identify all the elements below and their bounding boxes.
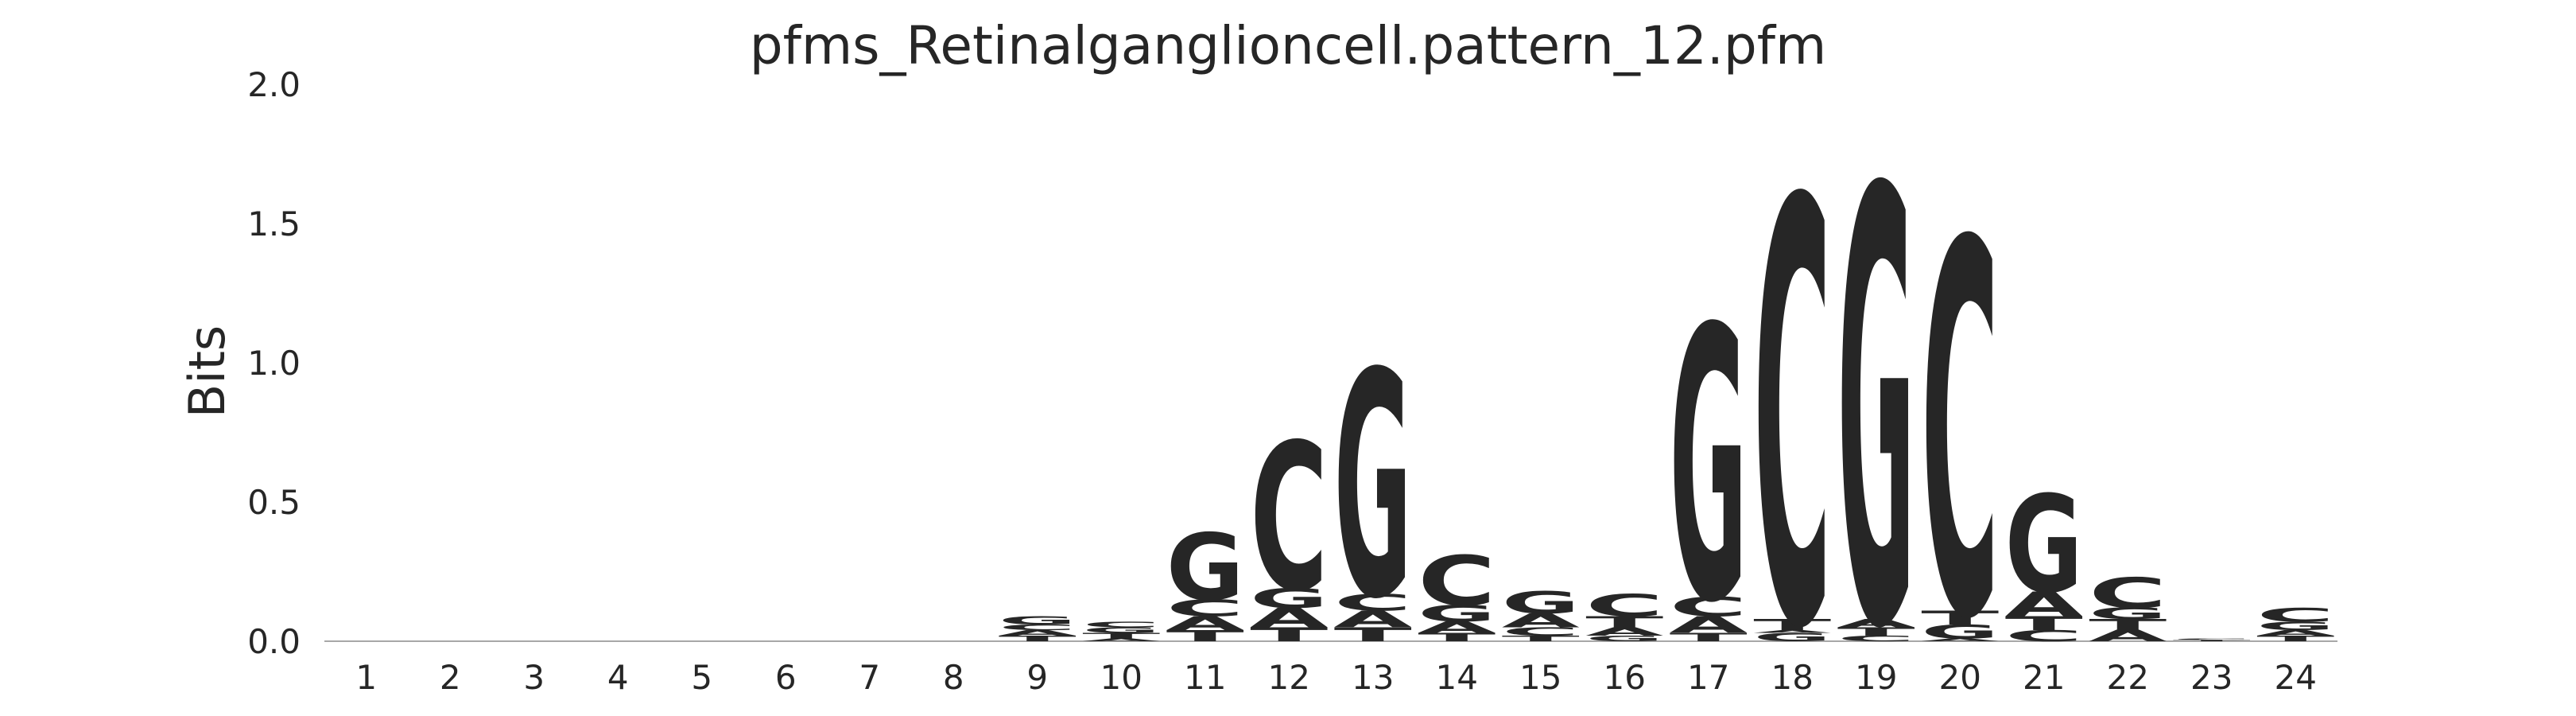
logo-letter-A: A [1837, 617, 1915, 630]
logo-letter-A: A [2256, 628, 2335, 637]
logo-letter-C: C [999, 623, 1077, 632]
y-tick-label: 1.0 [247, 344, 301, 383]
x-tick-label: 12 [1268, 658, 1310, 697]
logo-letter-G: G [1082, 626, 1160, 635]
x-tick-label: 15 [1519, 658, 1562, 697]
logo-letter-T: T [1502, 634, 1580, 643]
chart-title: pfms_Retinalganglioncell.pattern_12.pfm [750, 15, 1827, 76]
logo-letter-T: T [2173, 640, 2251, 642]
x-tick-label: 4 [607, 658, 629, 697]
logo-letter-A: A [1502, 609, 1581, 632]
x-tick-label: 21 [2023, 658, 2065, 697]
logo-letter-A: A [2089, 627, 2167, 644]
logo-letter-T: T [2005, 613, 2083, 635]
logo-letter-A: A [1418, 619, 1496, 636]
logo-letter-T: T [1334, 624, 1412, 646]
logo-letter-A: A [999, 628, 1077, 637]
logo-letter-G: G [1837, 68, 1915, 716]
logo-letter-G: G [1585, 634, 1663, 643]
logo-letter-A: A [2005, 585, 2083, 625]
logo-letter-T: T [1670, 631, 1748, 644]
x-tick-label: 24 [2275, 658, 2317, 697]
logo-letter-C: C [1921, 137, 1999, 716]
logo-letter-C: C [1250, 401, 1328, 636]
logo-letter-T: T [1753, 616, 1831, 633]
x-tick-label: 14 [1436, 658, 1478, 697]
logo-letter-G: G [1502, 586, 1580, 621]
logo-letter-C: C [1166, 595, 1244, 622]
logo-letter-T: T [999, 634, 1077, 643]
y-axis-ticks: 0.0 0.5 1.0 1.5 2.0 [247, 65, 301, 661]
logo-letter-A: A [1166, 613, 1245, 635]
logo-letter-C: C [1837, 634, 1915, 643]
logo-letter-C: C [1334, 590, 1412, 617]
x-tick-label: 9 [1026, 658, 1048, 697]
logo-letter-C: C [2256, 604, 2334, 626]
logo-letter-G: G [1418, 601, 1496, 627]
logo-letter-T: T [1921, 607, 1999, 629]
x-tick-label: 10 [1100, 658, 1143, 697]
logo-letter-A: A [1082, 638, 1160, 643]
logo-letter-T: T [1837, 625, 1916, 639]
x-tick-label: 23 [2190, 658, 2233, 697]
x-tick-label: 3 [523, 658, 545, 697]
logo-letter-G: G [2256, 620, 2334, 633]
logo-letter-T: T [1166, 627, 1244, 644]
logo-letter-T: T [2089, 616, 2167, 633]
x-tick-label: 11 [1184, 658, 1226, 697]
logo-letter-G: G [999, 614, 1077, 628]
y-tick-label: 0.5 [247, 483, 301, 522]
logo-letter-C: C [2005, 627, 2083, 644]
logo-letter-A: A [1585, 625, 1663, 639]
logo-letter-T: T [1250, 624, 1328, 646]
logo-letter-A: A [1670, 612, 1748, 638]
y-axis-label: Bits [178, 325, 236, 418]
x-tick-label: 22 [2107, 658, 2149, 697]
logo-letter-G: G [1250, 583, 1328, 614]
logo-letter-T: T [1418, 631, 1496, 644]
x-tick-label: 5 [691, 658, 712, 697]
x-tick-label: 17 [1687, 658, 1729, 697]
logo-letter-G: G [1334, 307, 1412, 667]
logo-letter-C: C [1753, 81, 1831, 716]
logo-letter-T: T [1585, 613, 1663, 631]
logo-letter-G: G [2089, 605, 2167, 623]
x-tick-label: 8 [943, 658, 964, 697]
x-axis-ticks: 1 2 3 4 5 6 7 8 9 10 11 12 13 14 15 16 17 18 19 20 21 22 23 24 [355, 658, 2317, 697]
logo-letter-C: C [1670, 592, 1748, 623]
logo-letter-C: C [1418, 542, 1496, 621]
logo-letter-T: T [2256, 634, 2334, 643]
x-tick-label: 6 [775, 658, 797, 697]
x-tick-label: 1 [355, 658, 377, 697]
y-tick-label: 2.0 [247, 65, 301, 104]
x-tick-label: 20 [1939, 658, 1981, 697]
logo-letter-A: A [1753, 629, 1831, 634]
x-tick-label: 16 [1604, 658, 1646, 697]
logo-letter-C: C [1585, 588, 1663, 623]
logo-letter-C: C [2173, 638, 2251, 640]
logo-letter-G: G [1921, 621, 1999, 644]
logo-letter-G: G [1166, 515, 1244, 621]
logo-letter-A: A [1250, 602, 1328, 633]
logo-letter-G: G [2005, 469, 2083, 624]
logo-letter-A: A [1334, 606, 1412, 632]
logo-letter-G: G [1753, 631, 1831, 644]
y-tick-label: 0.0 [247, 622, 301, 661]
x-tick-label: 13 [1352, 658, 1394, 697]
logo-letter-C: C [2089, 569, 2167, 617]
logo-letter-A: A [1921, 638, 1999, 643]
y-tick-label: 1.5 [247, 204, 301, 243]
x-tick-label: 7 [859, 658, 880, 697]
logo-letter-T: T [1082, 632, 1160, 640]
logo-letter-C: C [1082, 621, 1160, 629]
x-tick-label: 18 [1771, 658, 1814, 697]
x-tick-label: 19 [1855, 658, 1897, 697]
logo-letter-G: G [1670, 250, 1748, 685]
logo-letter-C: C [1502, 625, 1580, 639]
x-tick-label: 2 [440, 658, 461, 697]
